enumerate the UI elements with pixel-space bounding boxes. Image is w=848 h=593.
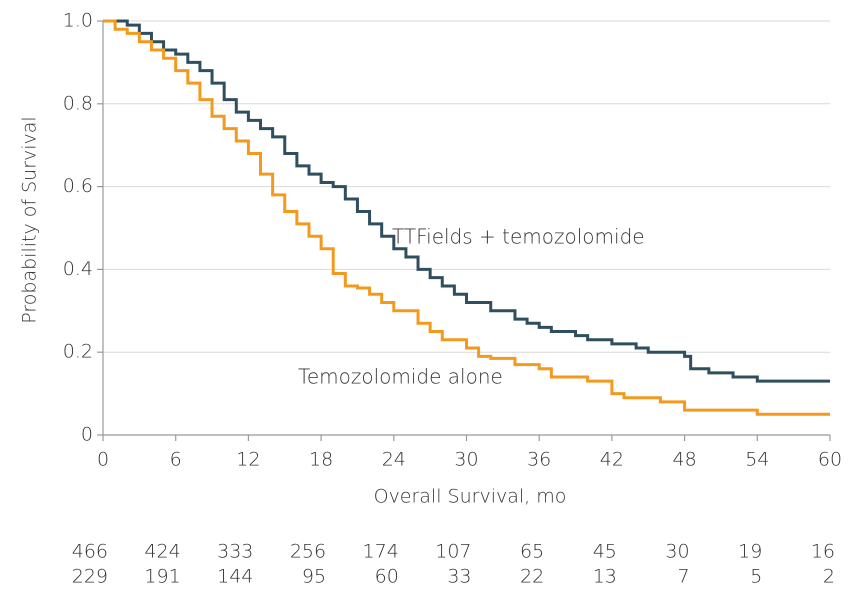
at-risk-count: 45 (593, 541, 617, 563)
survival-curve (103, 19, 830, 383)
y-tick-label: 0.2 (63, 341, 93, 363)
curve-label: TTFields + temozolomide (392, 225, 645, 249)
at-risk-count: 33 (447, 566, 471, 588)
at-risk-count: 229 (72, 566, 108, 588)
x-tick-label: 36 (527, 449, 551, 471)
x-tick-label: 48 (673, 449, 697, 471)
at-risk-count: 7 (678, 566, 690, 588)
x-tick-label: 54 (745, 449, 769, 471)
y-tick-label: 0.6 (63, 175, 93, 197)
y-tick-label: 1.0 (63, 10, 93, 32)
at-risk-count: 256 (290, 541, 326, 563)
at-risk-count: 60 (375, 566, 399, 588)
at-risk-count: 107 (435, 541, 471, 563)
curve-label: Temozolomide alone (298, 365, 503, 389)
at-risk-count: 16 (811, 541, 835, 563)
x-tick-label: 42 (600, 449, 624, 471)
at-risk-count: 19 (738, 541, 762, 563)
at-risk-count: 30 (665, 541, 689, 563)
x-tick-label: 6 (170, 449, 182, 471)
x-tick-label: 30 (454, 449, 478, 471)
at-risk-count: 5 (750, 566, 762, 588)
x-axis-label: Overall Survival, mo (374, 486, 567, 508)
at-risk-count: 95 (302, 566, 326, 588)
at-risk-count: 22 (520, 566, 544, 588)
at-risk-count: 13 (593, 566, 617, 588)
y-tick-label: 0 (81, 424, 93, 446)
x-tick-label: 12 (236, 449, 260, 471)
y-tick-label: 0.8 (63, 92, 93, 114)
at-risk-count: 174 (363, 541, 399, 563)
at-risk-count: 466 (72, 541, 108, 563)
at-risk-count: 65 (520, 541, 544, 563)
x-tick-label: 0 (97, 449, 109, 471)
x-tick-label: 18 (309, 449, 333, 471)
at-risk-count: 191 (144, 566, 180, 588)
y-tick-label: 0.4 (63, 258, 93, 280)
at-risk-count: 424 (144, 541, 180, 563)
y-axis-label: Probability of Survival (19, 116, 41, 323)
x-tick-label: 60 (818, 449, 842, 471)
at-risk-count: 333 (217, 541, 253, 563)
survival-curve (103, 19, 830, 416)
at-risk-count: 2 (823, 566, 835, 588)
x-tick-label: 24 (382, 449, 406, 471)
at-risk-count: 144 (217, 566, 253, 588)
